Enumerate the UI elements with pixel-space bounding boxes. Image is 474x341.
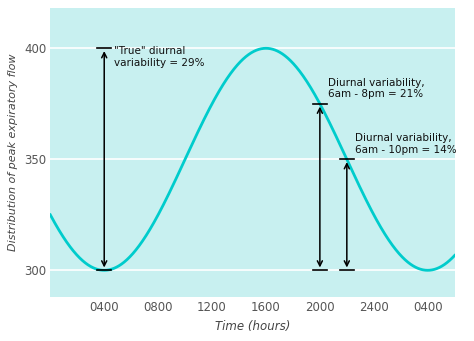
Text: "True" diurnal
variability = 29%: "True" diurnal variability = 29% (114, 46, 204, 68)
Text: Diurnal variability,
6am - 8pm = 21%: Diurnal variability, 6am - 8pm = 21% (328, 78, 425, 99)
Text: Diurnal variability,
6am - 10pm = 14%: Diurnal variability, 6am - 10pm = 14% (355, 133, 456, 155)
X-axis label: Time (hours): Time (hours) (215, 320, 290, 333)
Y-axis label: Distribution of peak expiratory flow: Distribution of peak expiratory flow (9, 54, 18, 251)
